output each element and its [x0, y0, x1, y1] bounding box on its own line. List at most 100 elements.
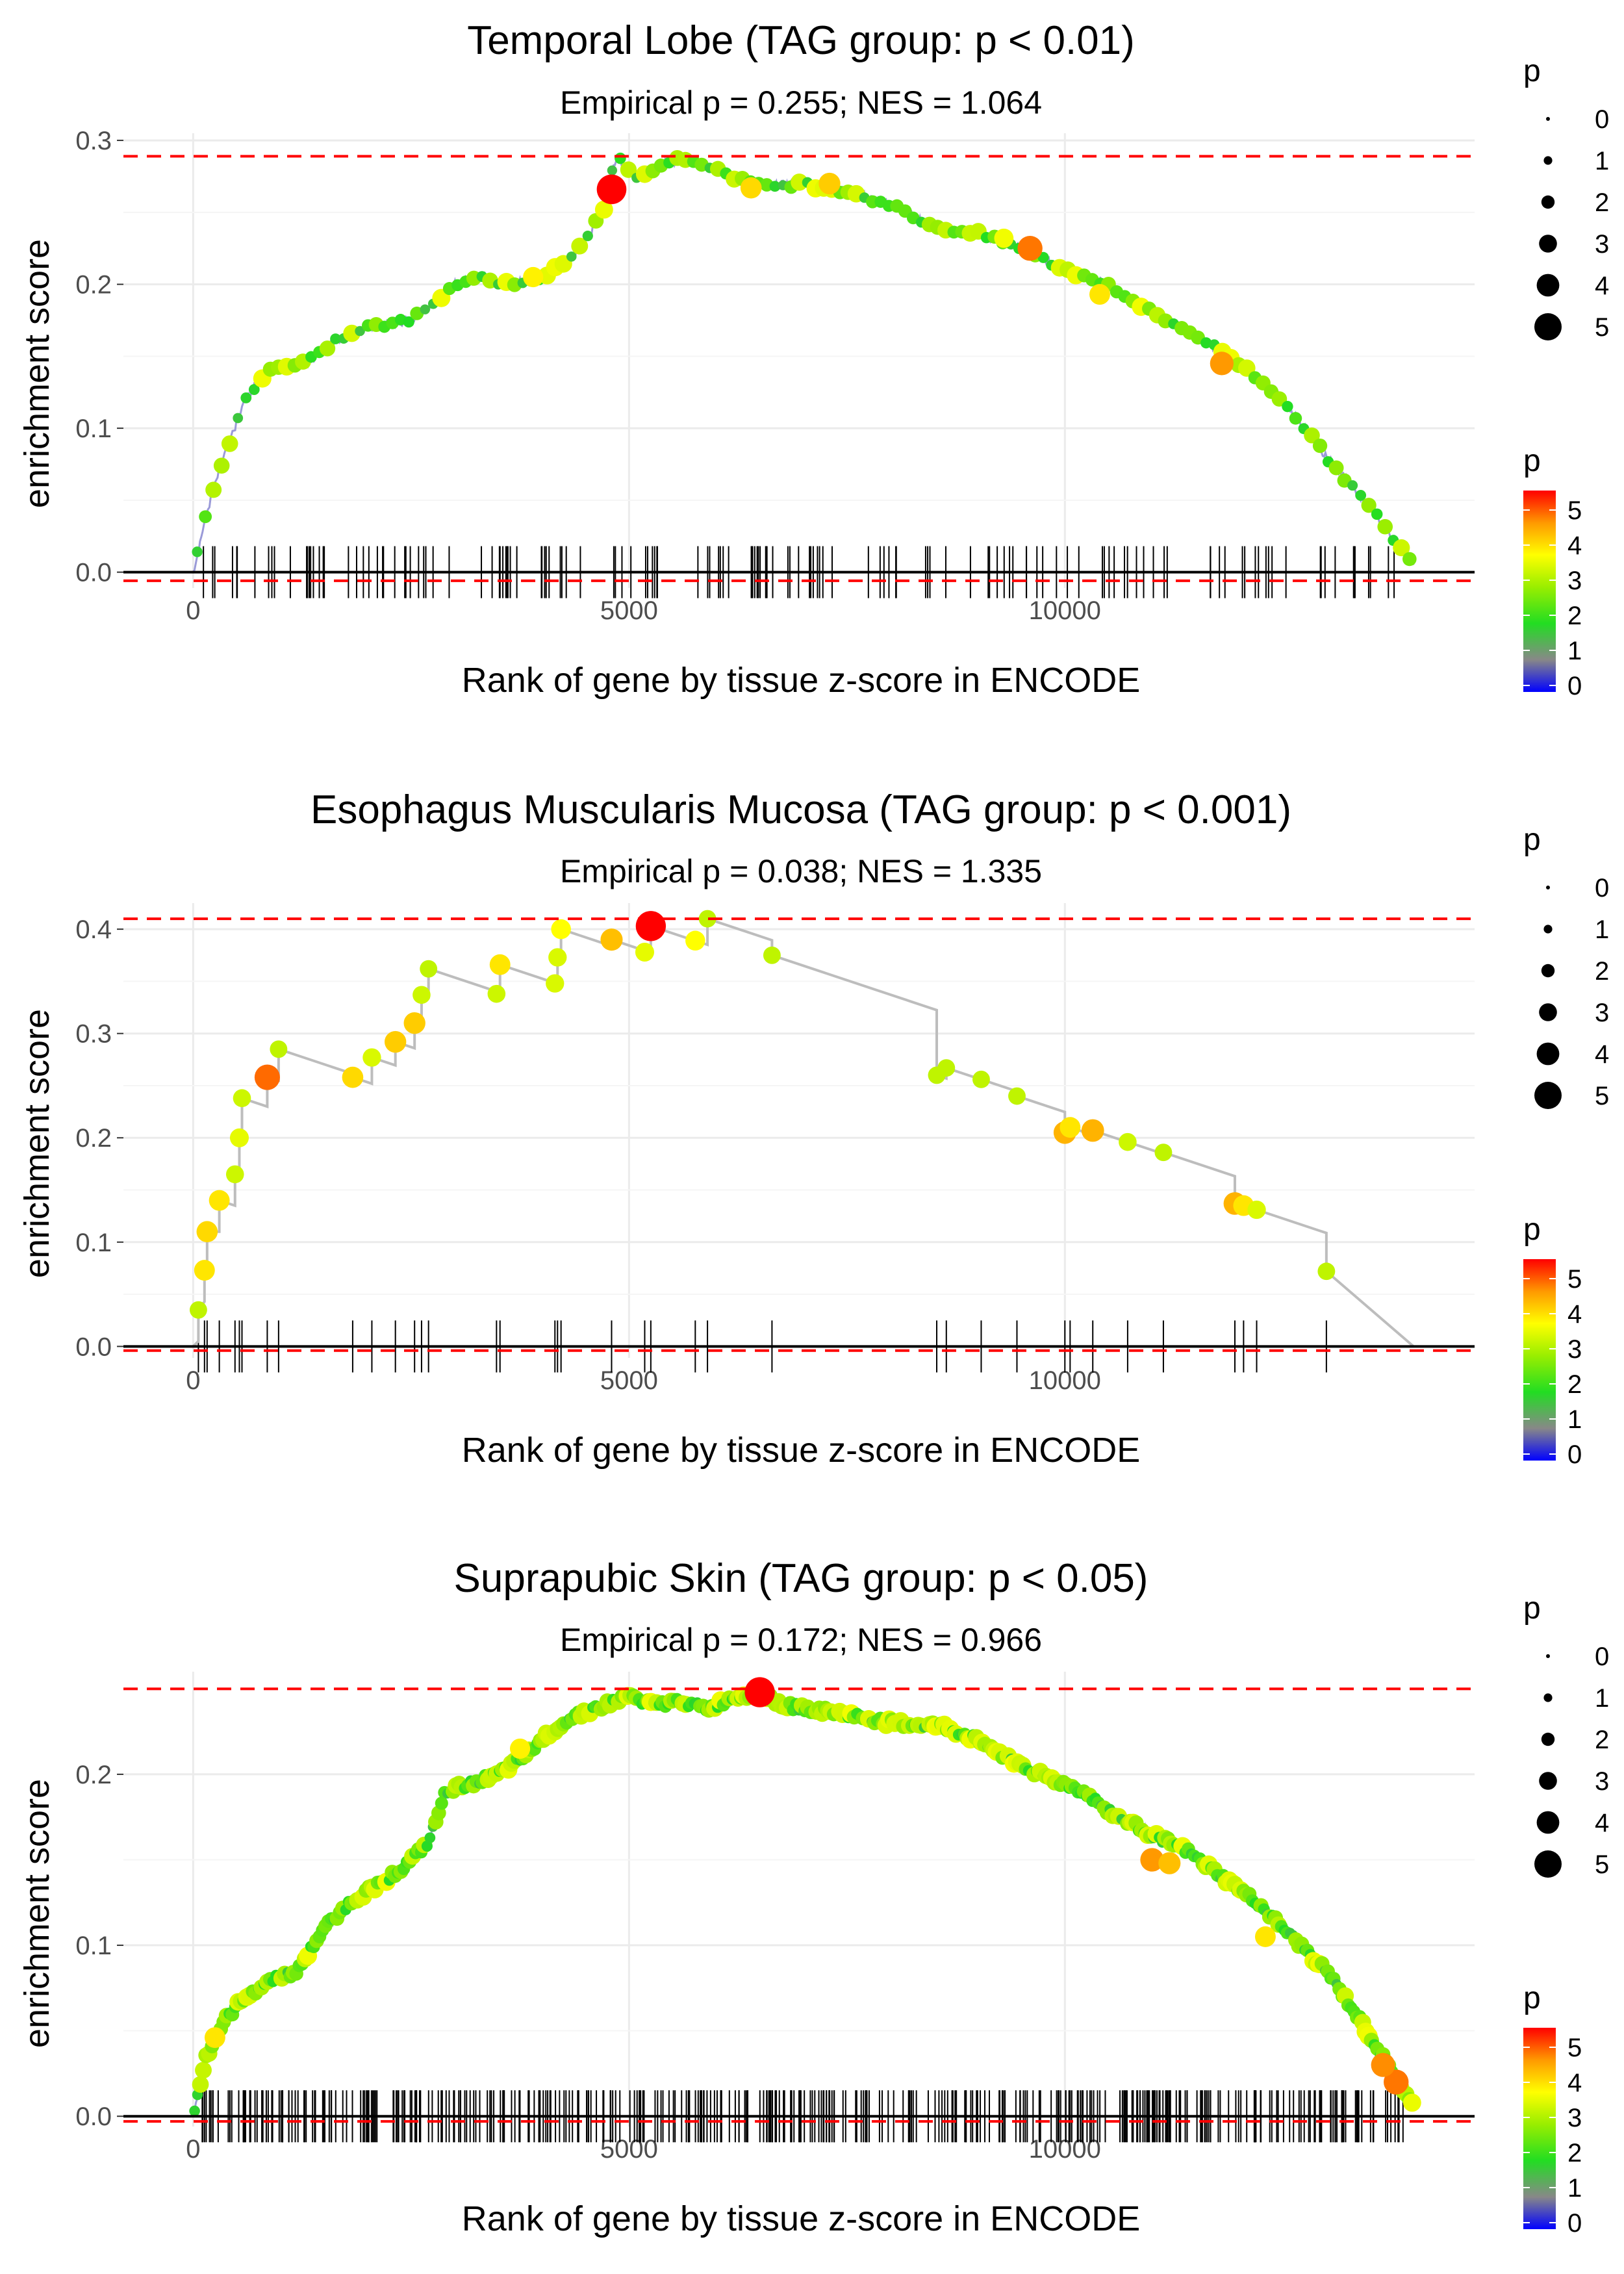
color-legend-title: p	[1523, 1212, 1541, 1247]
gene-point	[240, 392, 252, 403]
gene-point	[546, 974, 565, 993]
color-legend-label: 2	[1567, 2139, 1582, 2167]
size-legend-label: 2	[1595, 188, 1609, 217]
gene-point	[596, 174, 627, 205]
color-legend-label: 3	[1567, 567, 1582, 595]
panel-title: Suprapubic Skin (TAG group: p < 0.05)	[454, 1556, 1148, 1601]
gene-point	[196, 1221, 218, 1243]
gene-point	[1361, 498, 1377, 513]
size-legend-key	[1546, 886, 1550, 889]
size-legend-key	[1536, 274, 1560, 297]
gene-point	[1282, 400, 1293, 413]
gene-point	[1377, 518, 1393, 535]
gene-point	[270, 1040, 288, 1058]
gene-point	[1158, 1852, 1181, 1874]
gene-point	[233, 1089, 251, 1108]
gene-point	[509, 1738, 531, 1759]
gene-point	[1402, 2093, 1421, 2112]
es-curve	[189, 910, 1415, 1348]
gene-point	[1247, 1200, 1266, 1220]
size-legend-title: p	[1523, 823, 1541, 857]
gene-point	[594, 200, 613, 219]
y-tick-label: 0.3	[75, 127, 112, 155]
gene-point	[600, 928, 623, 951]
size-legend-label: 4	[1595, 1809, 1609, 1837]
gene-point	[548, 948, 567, 967]
gene-point	[1289, 412, 1302, 425]
size-legend-key	[1536, 1042, 1560, 1066]
x-tick-label: 10000	[1029, 596, 1101, 625]
panel-subtitle: Empirical p = 0.038; NES = 1.335	[560, 853, 1042, 889]
gene-point	[1384, 2069, 1409, 2095]
color-legend-label: 0	[1567, 672, 1582, 700]
gene-point	[1119, 1132, 1137, 1151]
gene-point	[420, 960, 438, 978]
y-tick-label: 0.1	[75, 1932, 112, 1960]
y-tick-label: 0.2	[75, 1761, 112, 1789]
gene-point	[189, 2105, 200, 2117]
gene-point	[1371, 508, 1383, 520]
size-legend-key	[1541, 1732, 1555, 1746]
x-tick-label: 0	[186, 2135, 200, 2164]
gene-point	[199, 510, 212, 524]
gene-point	[571, 237, 589, 255]
esophagus-muscularis-mucosa-panel: Esophagus Muscularis Mucosa (TAG group: …	[18, 787, 1609, 1470]
size-legend-label: 4	[1595, 1040, 1609, 1069]
gene-point	[342, 1066, 364, 1088]
gene-point	[489, 954, 511, 975]
size-legend-key	[1534, 1082, 1562, 1109]
gene-point	[421, 1840, 433, 1852]
gene-point	[685, 930, 705, 951]
enrichment-plot: 0 5000 10000 0.0 0.1 0.2 0.3	[75, 127, 1475, 625]
size-legend-label: 0	[1595, 1642, 1609, 1671]
gridlines	[123, 133, 1475, 588]
x-tick-label: 0	[186, 596, 200, 625]
x-tick-label: 5000	[600, 2135, 658, 2164]
size-legend-key	[1534, 313, 1562, 340]
color-bar	[1523, 2028, 1556, 2229]
color-legend-label: 0	[1567, 2209, 1582, 2238]
gene-point	[937, 1059, 956, 1077]
size-legend-title: p	[1523, 54, 1541, 88]
gene-point	[1371, 2052, 1395, 2077]
es-curve	[192, 149, 1417, 573]
gene-point	[192, 2076, 209, 2093]
gene-point	[362, 1048, 381, 1067]
gene-point	[615, 152, 626, 164]
size-legend-label: 5	[1595, 1850, 1609, 1879]
size-legend-key	[1539, 1772, 1557, 1790]
gene-point	[635, 942, 654, 962]
y-axis-label: enrichment score	[18, 1009, 57, 1278]
gridlines	[123, 903, 1475, 1358]
color-legend-label: 1	[1567, 637, 1582, 665]
color-legend-title: p	[1523, 444, 1541, 478]
size-legend-key	[1546, 117, 1550, 121]
color-legend-label: 3	[1567, 1335, 1582, 1364]
color-legend-label: 5	[1567, 1265, 1582, 1294]
x-axis-label: Rank of gene by tissue z-score in ENCODE	[462, 661, 1140, 700]
gene-point	[1017, 236, 1043, 261]
gene-point	[254, 1064, 280, 1090]
size-legend-key	[1546, 1654, 1550, 1658]
gene-point	[209, 1190, 230, 1211]
size-legend-label: 5	[1595, 1082, 1609, 1110]
size-legend-title: p	[1523, 1591, 1541, 1626]
gene-point	[385, 1030, 407, 1053]
gene-point	[229, 1128, 249, 1147]
size-legend-label: 1	[1595, 1684, 1609, 1713]
color-legend-label: 4	[1567, 1300, 1582, 1329]
es-line	[192, 1685, 1415, 2117]
gene-point	[698, 910, 717, 928]
gene-point	[225, 1165, 244, 1184]
gridlines	[123, 1672, 1475, 2127]
gene-point	[818, 172, 841, 195]
size-legend-label: 4	[1595, 272, 1609, 300]
color-legend-label: 2	[1567, 1370, 1582, 1399]
size-legend-key	[1539, 1003, 1557, 1021]
size-legend-label: 3	[1595, 230, 1609, 259]
gene-point	[740, 177, 762, 199]
panel-title: Esophagus Muscularis Mucosa (TAG group: …	[311, 787, 1291, 832]
size-legend-label: 2	[1595, 1726, 1609, 1754]
panel-title: Temporal Lobe (TAG group: p < 0.01)	[467, 18, 1135, 63]
